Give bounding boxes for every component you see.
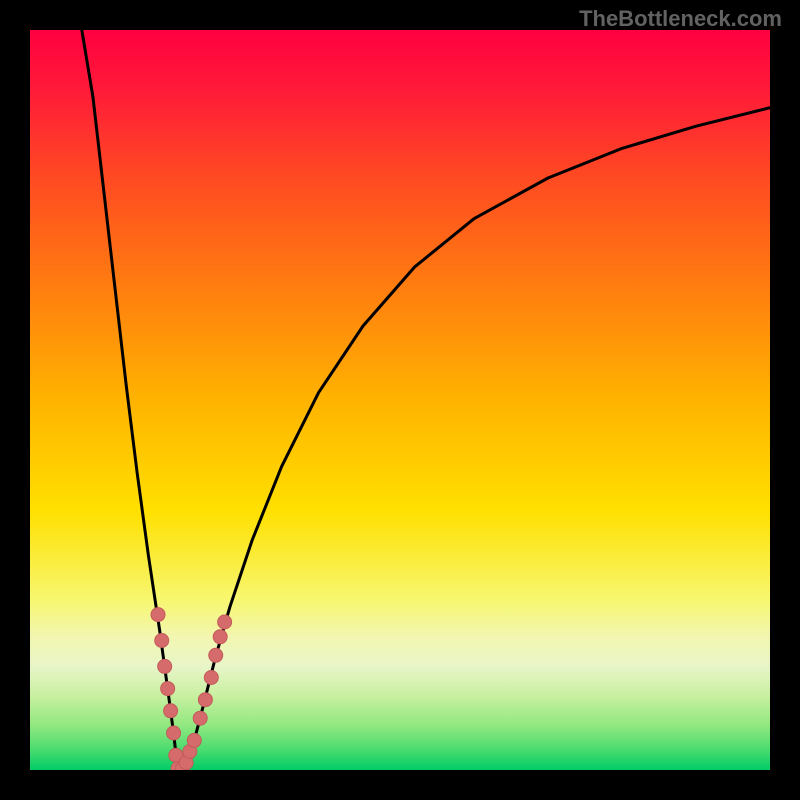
data-marker [161,682,175,696]
watermark-text: TheBottleneck.com [579,6,782,32]
data-marker [193,711,207,725]
data-marker [151,608,165,622]
gradient-background [30,30,770,770]
plot-area [30,30,770,770]
data-marker [164,704,178,718]
data-marker [204,671,218,685]
data-marker [209,648,223,662]
data-marker [167,726,181,740]
data-marker [187,733,201,747]
data-marker [155,634,169,648]
chart-container: TheBottleneck.com [0,0,800,800]
bottleneck-chart [30,30,770,770]
data-marker [158,659,172,673]
data-marker [198,693,212,707]
data-marker [213,630,227,644]
data-marker [218,615,232,629]
